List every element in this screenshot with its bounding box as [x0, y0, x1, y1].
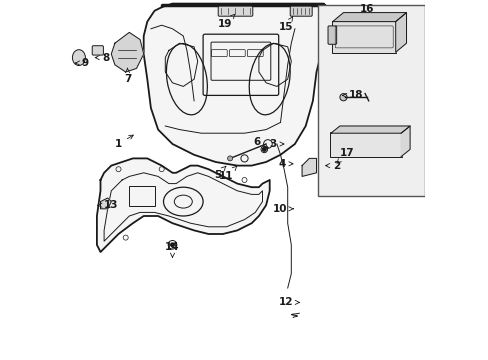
FancyBboxPatch shape	[289, 6, 311, 16]
Circle shape	[339, 94, 346, 101]
Text: 16: 16	[359, 4, 373, 14]
Text: 17: 17	[336, 148, 354, 163]
Text: 10: 10	[273, 204, 293, 214]
FancyBboxPatch shape	[331, 21, 396, 53]
Text: 9: 9	[75, 58, 89, 68]
FancyBboxPatch shape	[92, 46, 103, 55]
FancyBboxPatch shape	[329, 132, 401, 157]
Polygon shape	[97, 158, 269, 252]
Polygon shape	[332, 13, 406, 22]
Text: 8: 8	[95, 53, 109, 63]
Polygon shape	[111, 32, 143, 72]
Text: 4: 4	[278, 159, 292, 169]
Circle shape	[227, 156, 232, 161]
Text: 5: 5	[213, 166, 225, 180]
Text: 11: 11	[219, 166, 236, 181]
Polygon shape	[143, 4, 337, 166]
Text: 1: 1	[115, 135, 133, 149]
Text: 14: 14	[165, 242, 180, 257]
Polygon shape	[330, 126, 409, 133]
Circle shape	[262, 148, 265, 151]
Circle shape	[170, 243, 174, 247]
Polygon shape	[395, 13, 406, 52]
Text: 2: 2	[325, 161, 339, 171]
Text: 3: 3	[269, 139, 284, 149]
Text: 18: 18	[342, 90, 363, 100]
Polygon shape	[302, 158, 316, 176]
FancyBboxPatch shape	[218, 6, 252, 16]
FancyBboxPatch shape	[327, 26, 336, 44]
Polygon shape	[101, 198, 111, 209]
Ellipse shape	[72, 50, 85, 66]
Text: 13: 13	[98, 200, 118, 210]
Text: 15: 15	[278, 17, 292, 32]
Text: 6: 6	[253, 137, 267, 148]
Text: 7: 7	[123, 68, 131, 84]
Polygon shape	[400, 126, 409, 157]
Text: 19: 19	[217, 14, 234, 30]
FancyBboxPatch shape	[318, 5, 424, 196]
Text: 12: 12	[278, 297, 299, 307]
